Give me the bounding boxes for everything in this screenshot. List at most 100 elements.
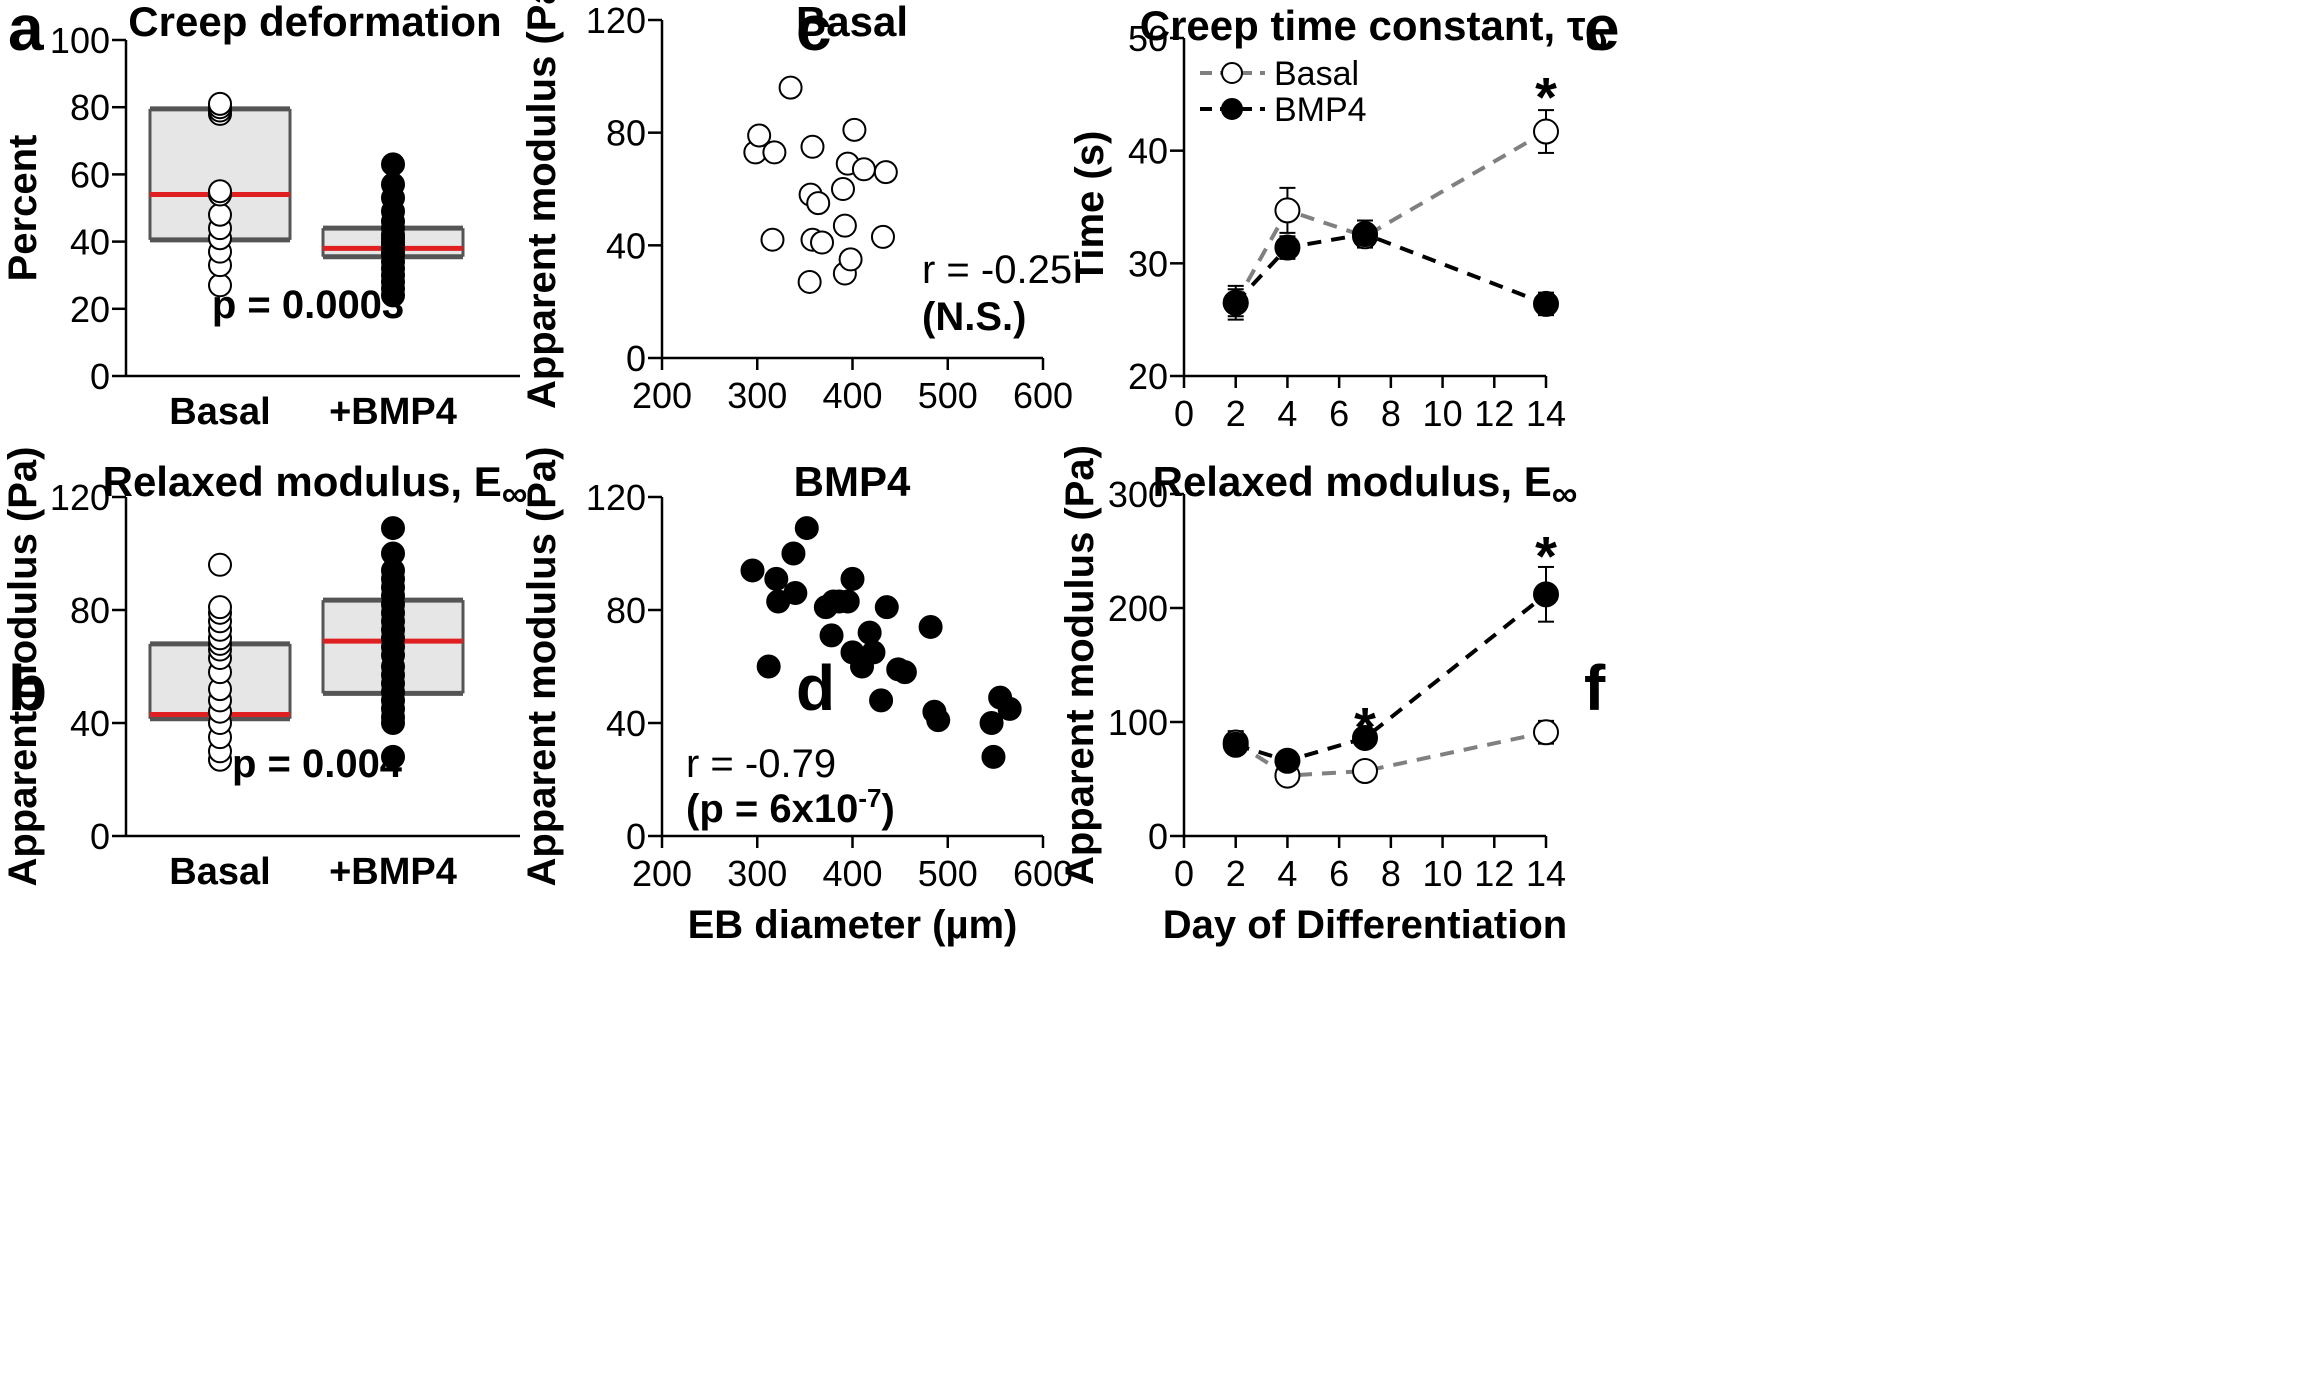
y-tick-label: 80: [70, 590, 110, 631]
data-point-bmp4: [1274, 234, 1301, 261]
scatter-point: [918, 614, 943, 639]
chart-title-main: Creep time constant, τ: [1140, 2, 1586, 49]
scatter-point: [926, 708, 951, 733]
scatter-point: [840, 566, 865, 591]
y-tick-label: 0: [626, 338, 646, 379]
legend-marker-bmp4: [1221, 98, 1243, 120]
y-tick-label: 100: [1108, 702, 1168, 743]
x-tick-label: 12: [1474, 393, 1514, 434]
panel-label-f: f: [1584, 652, 1606, 724]
x-axis-label: EB diameter (µm): [688, 903, 1018, 947]
chart-title-subscript: σ: [1586, 17, 1611, 58]
scatter-point: [835, 589, 860, 614]
data-point-basal: [1533, 118, 1559, 145]
scatter-point: [762, 140, 787, 165]
data-point: [208, 552, 232, 577]
x-tick-label: 600: [1013, 853, 1073, 894]
x-tick-label: 12: [1474, 853, 1514, 894]
significance-star: *: [1535, 525, 1557, 588]
y-tick-label: 30: [1128, 243, 1168, 284]
panel-a-creep-deformation: 0 20 40 60 80 100 Percent Creep deformation Basa…: [1, 0, 520, 433]
x-tick-label: 10: [1423, 393, 1463, 434]
y-tick-label: 80: [70, 87, 110, 128]
data-point: [208, 179, 232, 204]
chart-title: Creep deformation: [128, 0, 501, 45]
scatter-point: [997, 696, 1022, 721]
x-tick-label: 600: [1013, 375, 1073, 416]
x-tick-label: 500: [918, 853, 978, 894]
scatter-point: [778, 75, 803, 100]
series-line-basal: [1233, 129, 1548, 304]
panel-label-d: d: [796, 652, 835, 724]
significance-star: *: [1354, 696, 1376, 759]
y-tick-label: 40: [1128, 131, 1168, 172]
y-tick-label: 40: [70, 222, 110, 263]
x-tick-label: 10: [1423, 853, 1463, 894]
y-tick-label: 0: [626, 816, 646, 857]
data-point: [208, 202, 232, 227]
p-value-annotation: p = 0.004: [232, 742, 403, 786]
scatter-point: [783, 581, 808, 606]
y-tick-label: 120: [50, 477, 110, 518]
scatter-point: [819, 623, 844, 648]
data-point-bmp4: [1352, 724, 1378, 751]
x-tick-label: 4: [1277, 853, 1297, 894]
y-tick-label: 80: [606, 113, 646, 154]
data-point: [208, 91, 232, 116]
scatter-point: [861, 640, 886, 665]
scatter-point: [832, 213, 857, 238]
scatter-point: [857, 620, 882, 645]
y-tick-label: 20: [70, 289, 110, 330]
scatter-point: [892, 660, 917, 685]
y-tick-label: 300: [1108, 474, 1168, 515]
y-tick-label: 80: [606, 590, 646, 631]
y-tick-label: 0: [90, 356, 110, 397]
data-point-bmp4: [1533, 290, 1559, 317]
y-tick-label: 40: [606, 225, 646, 266]
y-axis-label: Apparent modulus (Pa): [520, 0, 564, 409]
scatter-point: [981, 744, 1006, 769]
significance-star: *: [1535, 66, 1557, 129]
x-tick-label: 2: [1226, 393, 1246, 434]
chart-title-main: Creep deformation: [128, 0, 501, 45]
scatter-point: [869, 688, 894, 713]
x-tick-label: 200: [632, 853, 692, 894]
scatter-point: [873, 160, 898, 185]
scatter-point: [794, 516, 819, 541]
y-tick-label: 60: [70, 154, 110, 195]
data-point: [381, 541, 405, 566]
category-label: Basal: [169, 391, 270, 433]
y-tick-label: 40: [606, 703, 646, 744]
y-tick-label: 40: [70, 703, 110, 744]
y-tick-label: 20: [1128, 356, 1168, 397]
legend-label-basal: Basal: [1274, 55, 1359, 93]
chart-title-subscript: ∞: [1552, 473, 1578, 514]
panel-c-basal-scatter: 0 40 80 120 200 300 400 500 600 Apparent modulus …: [520, 0, 1073, 416]
x-tick-label: 500: [918, 375, 978, 416]
x-tick-label: 2: [1226, 853, 1246, 894]
y-tick-label: 120: [586, 0, 646, 41]
data-point-bmp4: [1533, 581, 1559, 608]
scatter-point: [760, 227, 785, 252]
p-value-annotation: p = 0.0003: [212, 283, 404, 327]
correlation-r: r = -0.25: [922, 248, 1072, 292]
x-tick-label: 0: [1174, 853, 1194, 894]
significance-label: (N.S.): [922, 295, 1026, 339]
chart-title: Basal: [796, 0, 908, 45]
y-axis-label: Time (s): [1068, 131, 1112, 284]
x-tick-label: 200: [632, 375, 692, 416]
y-axis-label: Apparent modulus (Pa): [1058, 445, 1102, 885]
y-axis-label: Apparent modulus (Pa): [1, 446, 45, 886]
scatter-point: [800, 134, 825, 159]
x-tick-label: 8: [1381, 853, 1401, 894]
category-label: Basal: [169, 851, 270, 893]
data-point: [381, 744, 405, 769]
chart-title-main: Relaxed modulus, E: [1153, 458, 1552, 505]
scatter-point: [806, 191, 831, 216]
x-tick-label: 14: [1526, 853, 1566, 894]
category-label: +BMP4: [329, 391, 457, 433]
data-point-bmp4: [1274, 747, 1301, 774]
